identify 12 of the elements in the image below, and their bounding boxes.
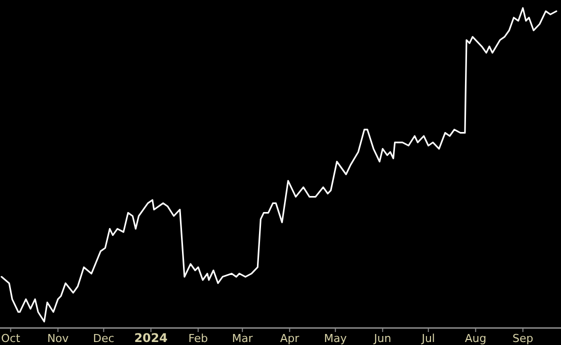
x-tick-label: Jun [373, 332, 392, 345]
x-tick-label: Dec [93, 332, 114, 345]
x-tick-label: Apr [280, 332, 300, 345]
x-tick-label: Aug [464, 332, 486, 345]
x-tick-label: Oct [1, 332, 21, 345]
x-tick-label: 2024 [134, 331, 168, 345]
x-tick-label: Nov [47, 332, 70, 345]
x-tick-label: Sep [512, 332, 534, 345]
x-tick-label: Feb [188, 332, 208, 345]
x-tick-label: May [324, 332, 348, 345]
x-tick-label: Jul [420, 332, 436, 345]
x-tick-label: Mar [232, 332, 254, 345]
